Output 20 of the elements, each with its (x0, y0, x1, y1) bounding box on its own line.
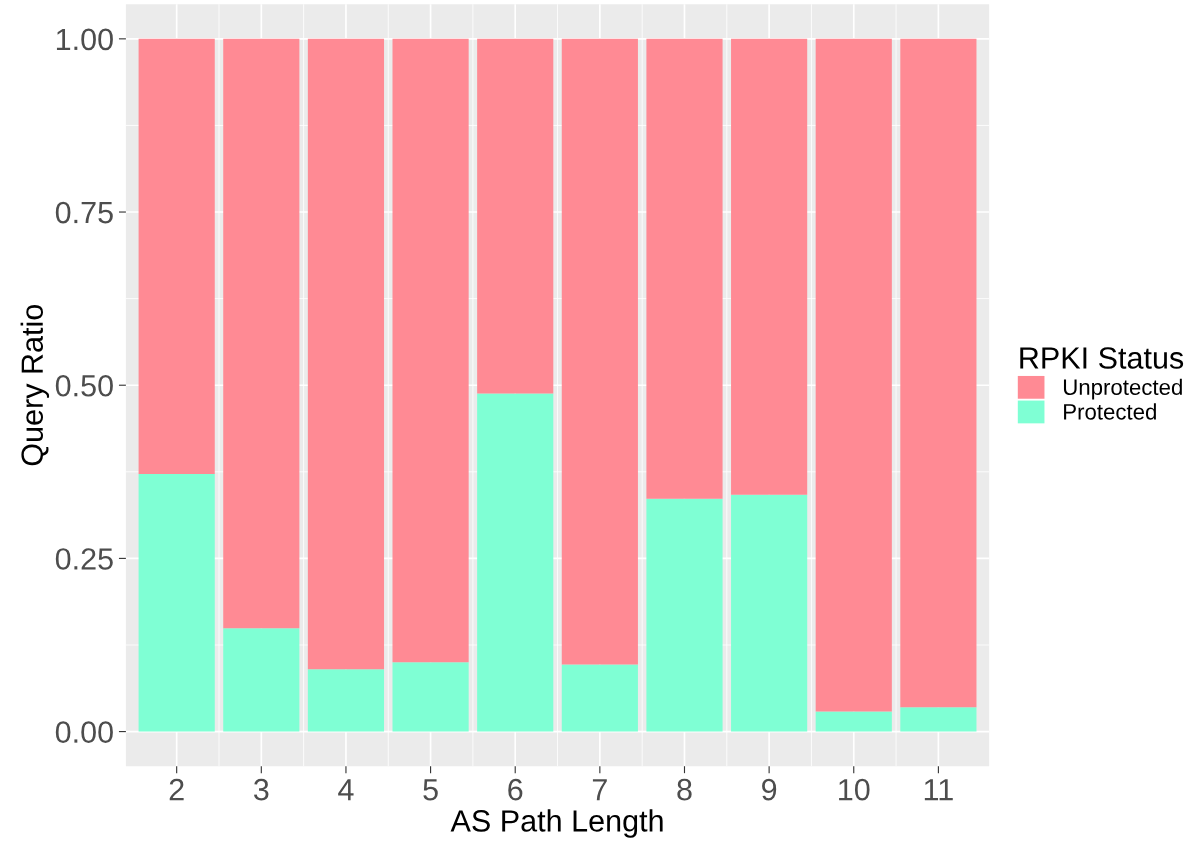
x-tick-label: 10 (839, 778, 870, 801)
legend-label: Protected (1064, 403, 1156, 420)
x-tick-label: 4 (338, 779, 354, 801)
y-tick-label: 0.50 (55, 374, 113, 397)
y-axis-title: Query Ratio (20, 304, 50, 466)
y-tick-label: 0.25 (55, 548, 113, 570)
x-tick-label: 6 (508, 778, 523, 801)
legend-label: Unprotected (1063, 378, 1182, 400)
x-axis-title: AS Path Length (450, 809, 663, 838)
x-tick-label: 5 (423, 779, 438, 801)
y-tick-label: 1.00 (56, 28, 113, 51)
x-tick-label: 11 (924, 779, 953, 801)
legend-title: RPKI Status (1020, 347, 1184, 369)
y-tick-label: 0.75 (55, 201, 113, 224)
y-tick-label: 0.00 (55, 721, 113, 743)
x-tick-label: 7 (592, 779, 607, 801)
x-tick-label: 3 (253, 778, 269, 801)
x-tick-label: 9 (762, 778, 777, 801)
x-tick-label: 8 (677, 778, 692, 801)
x-tick-label: 2 (169, 778, 184, 801)
